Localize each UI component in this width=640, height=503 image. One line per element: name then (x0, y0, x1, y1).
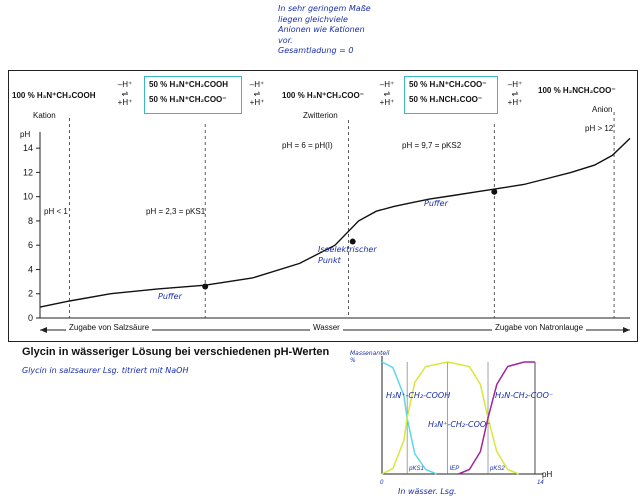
x-label-water: Wasser (310, 323, 343, 332)
inset-tick-label: 0 (380, 480, 384, 486)
inset-y-label: Massenanteil % (350, 350, 390, 364)
species-zwitterion: 100 % H₃N⁺CH₂COO⁻ (282, 91, 364, 100)
x-label-hcl: Zugabe von Salzsäure (66, 323, 153, 332)
arrow-head-left (40, 327, 47, 333)
annotation-line: In sehr geringem Maße (278, 4, 371, 13)
series-label-cation: H₃N⁺-CH₂-COOH (386, 391, 451, 400)
equilibrium-arrow-1: –H⁺ ⇌ +H⁺ (117, 80, 133, 107)
inset-tick-label: pKS1 (408, 466, 424, 472)
y-tick-label: 6 (28, 240, 33, 250)
annotation-line: Anionen wie Kationen (278, 25, 365, 34)
series-label-anion: H₂N-CH₂-COO⁻ (495, 391, 554, 400)
species-mix-2b: 50 % H₂NCH₂COO⁻ (409, 95, 483, 104)
y-tick-label: 10 (23, 192, 33, 202)
annotation-pks2: pH = 9,7 = pKS2 (402, 141, 462, 150)
y-tick-label: 2 (28, 289, 33, 299)
buffer-label-2: Puffer (424, 199, 448, 208)
right-annotation: In wässer. Lsg. (398, 487, 457, 496)
annotation-line: vor. (278, 35, 293, 45)
zwitterion-label: Zwitterion (303, 111, 338, 120)
left-annotation: Glycin in salzsaurer Lsg. titriert mit N… (22, 366, 189, 375)
curve-point (349, 238, 356, 245)
x-label-naoh: Zugabe von Natronlauge (492, 323, 587, 332)
inset-tick-label: IEP (450, 466, 460, 472)
y-tick-label: 8 (28, 216, 33, 226)
inset-series-line (381, 361, 437, 475)
y-tick-label: 0 (28, 313, 33, 323)
main-chart-frame (8, 70, 638, 342)
anion-label: Anion (592, 105, 613, 114)
equilibrium-arrow-4: –H⁺ ⇌ +H⁺ (507, 80, 523, 107)
curve-point (202, 283, 209, 290)
equilibrium-arrow-3: –H⁺ ⇌ +H⁺ (379, 80, 395, 107)
species-mix-2a: 50 % H₃N⁺CH₂COO⁻ (409, 80, 487, 89)
species-mix-1a: 50 % H₃N⁺CH₂COOH (149, 80, 229, 89)
iep-label: Isoelektrischer Punkt (318, 245, 377, 265)
annotation-pks1: pH = 2,3 = pKS1 (146, 207, 206, 216)
annotation-line: Gesamtladung = 0 (278, 46, 354, 55)
y-axis-title: pH (20, 130, 31, 139)
species-cation: 100 % H₃N⁺CH₂COOH (12, 91, 96, 100)
inset-series-line (381, 361, 519, 475)
arrow-head-right (623, 327, 630, 333)
cation-label: Kation (33, 111, 56, 120)
annotation-line: liegen gleichviele (278, 14, 348, 24)
y-tick-label: 12 (23, 167, 33, 177)
species-anion: 100 % H₂NCH₂COO⁻ (538, 86, 616, 95)
buffer-box-1: 50 % H₃N⁺CH₂COOH 50 % H₃N⁺CH₂COO⁻ (144, 76, 242, 114)
equilibrium-arrow-2: –H⁺ ⇌ +H⁺ (249, 80, 265, 107)
species-mix-1b: 50 % H₃N⁺CH₂COO⁻ (149, 95, 227, 104)
curve-point (491, 188, 498, 195)
buffer-label-1: Puffer (158, 292, 182, 301)
annotation-ph6: pH = 6 = pH(I) (282, 141, 333, 150)
annotation-ph-lt-1: pH < 1 (44, 207, 68, 216)
chart-title: Glycin in wässeriger Lösung bei verschie… (22, 346, 330, 358)
inset-x-label: pH (542, 470, 553, 479)
titration-curve (39, 137, 631, 308)
inset-tick-label: 14 (537, 480, 544, 486)
top-annotation: In sehr geringem Maße liegen gleichviele… (278, 4, 371, 57)
y-tick-label: 4 (28, 264, 33, 274)
inset-series-line (458, 361, 535, 475)
buffer-box-2: 50 % H₃N⁺CH₂COO⁻ 50 % H₂NCH₂COO⁻ (404, 76, 498, 114)
inset-tick-label: pKS2 (489, 466, 505, 472)
series-label-zwitterion: H₃N⁺-CH₂-COO⁻ (428, 420, 491, 429)
y-tick-label: 14 (23, 143, 33, 153)
annotation-ph-gt-12: pH > 12 (585, 124, 614, 133)
